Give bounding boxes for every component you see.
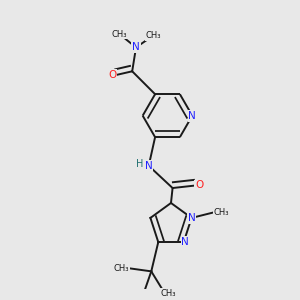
Text: CH₃: CH₃	[214, 208, 229, 217]
Text: CH₃: CH₃	[146, 31, 161, 40]
Text: O: O	[195, 181, 203, 190]
Text: N: N	[188, 213, 195, 223]
Text: N: N	[188, 111, 196, 121]
Text: N: N	[145, 161, 153, 171]
Text: N: N	[182, 237, 189, 247]
Text: CH₃: CH₃	[160, 289, 176, 298]
Text: H: H	[136, 159, 143, 169]
Text: CH₃: CH₃	[114, 264, 129, 273]
Text: CH₃: CH₃	[112, 30, 127, 39]
Text: O: O	[108, 70, 117, 80]
Text: N: N	[132, 42, 140, 52]
